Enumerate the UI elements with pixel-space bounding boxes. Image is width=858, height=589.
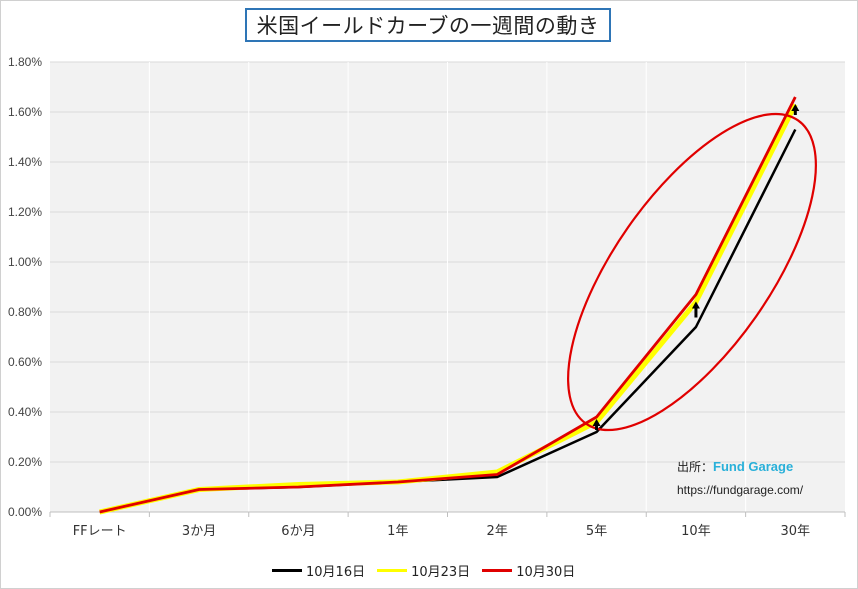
highlight-ellipse [567,112,817,432]
source-credit: 出所：Fund Garage [677,458,793,475]
y-tick-label: 0.60% [8,355,42,369]
x-tick-label: 6か月 [281,524,315,539]
y-tick-label: 1.40% [8,155,42,169]
legend-swatch [482,568,513,572]
legend: 10月16日 10月23日 10月30日 [272,561,575,580]
legend-label: 10月23日 [411,564,471,580]
legend-label: 10月16日 [306,564,366,580]
y-tick-label: 1.00% [8,255,42,269]
y-tick-label: 0.40% [8,405,42,419]
x-tick-label: 10年 [681,524,711,539]
chart-title: 米国イールドカーブの一週間の動き [245,8,611,42]
shift-arrow-head [691,301,700,309]
legend-swatch [377,568,408,572]
y-tick-label: 1.60% [8,105,42,119]
x-tick-label: 3か月 [182,524,216,539]
legend-item: 10月16日 [272,561,365,580]
x-tick-label: 5年 [586,524,607,539]
x-tick-label: 30年 [781,524,811,539]
x-tick-label: 1年 [387,524,408,539]
source-url: https://fundgarage.com/ [677,483,804,497]
y-tick-label: 0.00% [8,505,42,519]
legend-label: 10月30日 [516,564,576,580]
legend-item: 10月23日 [377,561,470,580]
y-tick-label: 1.20% [8,205,42,219]
shift-arrow-head [592,419,601,426]
x-tick-label: FFレート [73,524,127,539]
y-tick-label: 0.20% [8,455,42,469]
source-label: 出所： [677,460,714,474]
series-line [99,96,797,514]
source-brand: Fund Garage [713,459,794,474]
y-tick-label: 0.80% [8,305,42,319]
shift-arrow-head [791,104,800,111]
y-tick-label: 1.80% [8,55,42,69]
legend-swatch [272,568,302,572]
x-tick-label: 2年 [487,524,508,539]
legend-item: 10月30日 [482,561,575,580]
